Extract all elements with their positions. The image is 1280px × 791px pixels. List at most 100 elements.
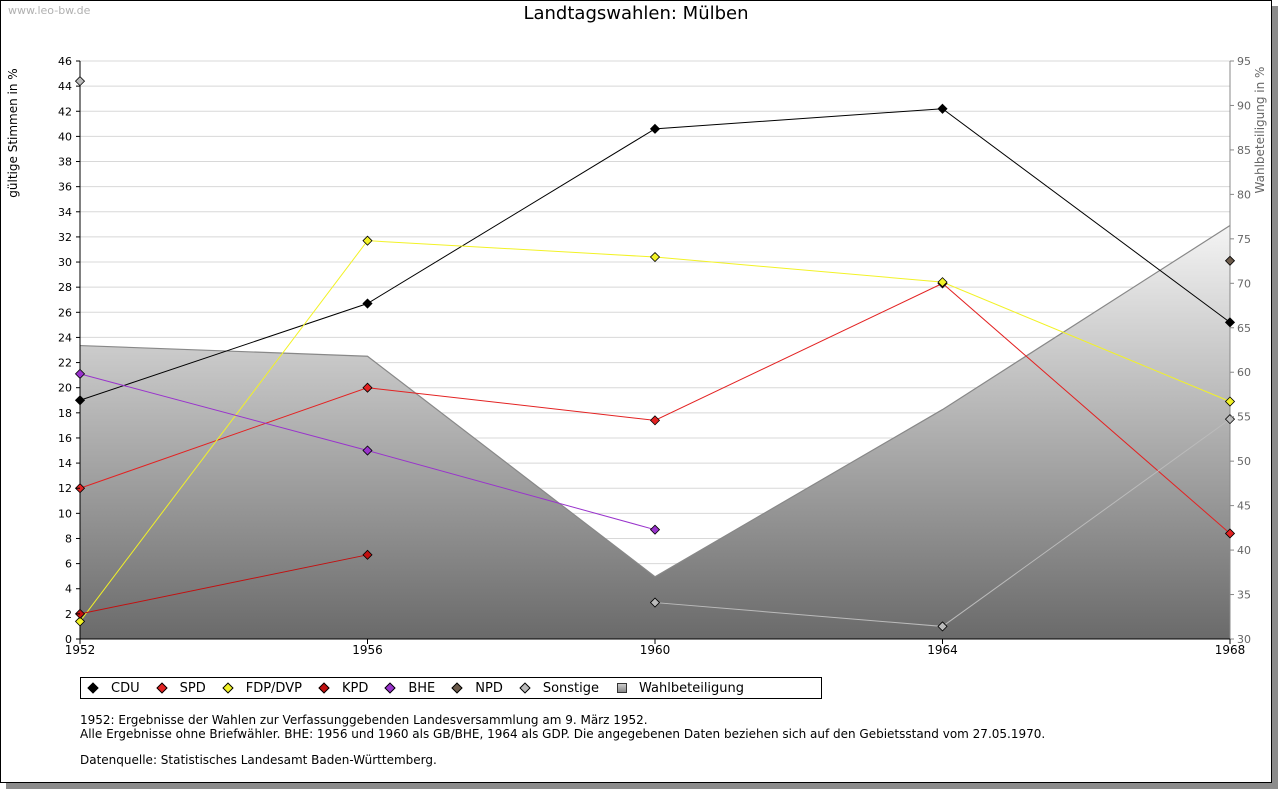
y-tick-label: 16 — [58, 432, 72, 445]
legend-marker — [222, 682, 234, 694]
data-point-fdp-dvp — [74, 616, 86, 627]
y-tick-label: 20 — [58, 382, 72, 395]
data-point-fdp-dvp — [649, 251, 661, 263]
data-point-npd — [1224, 255, 1236, 266]
legend-label: Wahlbeteiligung — [639, 680, 745, 696]
y-tick-label: 34 — [58, 206, 72, 219]
y-tick-label: 38 — [58, 156, 72, 169]
x-tick-label: 1952 — [65, 643, 96, 657]
data-point-sonstige — [74, 76, 86, 87]
footnotes: 1952: Ergebnisse der Wahlen zur Verfassu… — [80, 713, 1045, 741]
data-point-cdu — [649, 123, 661, 134]
x-tick-label: 1964 — [927, 643, 958, 657]
line-chart: 0246810121416182022242628303234363840424… — [6, 55, 1267, 657]
x-tick-label: 1960 — [640, 643, 671, 657]
legend-label: NPD — [475, 680, 503, 696]
y-tick-label: 4 — [65, 583, 72, 596]
y-tick-label: 12 — [58, 482, 72, 495]
chart-title: Landtagswahlen: Mülben — [523, 3, 749, 24]
y-tick-label: 10 — [58, 507, 72, 520]
legend-item: KPD — [318, 680, 369, 696]
legend-marker — [87, 682, 99, 694]
data-point-sonstige — [649, 597, 661, 608]
y2-tick-label: 80 — [1237, 188, 1251, 201]
legend-item: BHE — [384, 680, 436, 696]
legend-item: FDP/DVP — [222, 681, 302, 696]
watermark: www.leo-bw.de — [8, 4, 91, 17]
footnote-line: 1952: Ergebnisse der Wahlen zur Verfassu… — [80, 713, 648, 727]
y2-tick-label: 85 — [1237, 144, 1251, 157]
y2-tick-label: 50 — [1237, 455, 1251, 468]
data-point-kpd — [362, 549, 373, 560]
legend-item: NPD — [451, 680, 503, 696]
y2-tick-label: 70 — [1237, 277, 1251, 290]
legend-label: SPD — [179, 680, 206, 696]
y2-tick-label: 40 — [1237, 544, 1251, 557]
y2-tick-label: 65 — [1237, 322, 1251, 335]
data-point-cdu — [937, 103, 948, 114]
legend-label: Sonstige — [542, 680, 600, 696]
data-point-spd — [1224, 528, 1236, 539]
legend: CDU SPD FDP/DVP KPD BHE NPD Sonstige Wahlbeteil… — [80, 677, 822, 699]
x-tick-label: 1968 — [1215, 643, 1246, 657]
data-point-cdu — [362, 298, 373, 309]
y2-tick-label: 45 — [1237, 500, 1251, 513]
legend-label: CDU — [111, 680, 140, 696]
legend-swatch — [617, 683, 628, 693]
y-tick-label: 6 — [65, 558, 72, 571]
turnout-area — [79, 225, 1231, 639]
legend-marker — [318, 682, 330, 694]
data-source: Datenquelle: Statistisches Landesamt Bad… — [80, 753, 437, 767]
y-tick-label: 46 — [58, 55, 72, 68]
y-tick-label: 18 — [58, 407, 72, 420]
y2-axis-ticks: 30 35 40 45 50 55 60 65 70 75 80 85 90 95 — [1230, 55, 1251, 646]
legend-marker — [451, 682, 463, 694]
frame-shadow-bottom — [6, 783, 1278, 789]
y-tick-label: 42 — [58, 105, 72, 118]
series-line-kpd — [79, 554, 368, 615]
data-point-fdp-dvp — [937, 277, 948, 288]
y2-tick-label: 95 — [1237, 55, 1251, 68]
x-axis-ticks: 1952 1956 1960 1964 1968 — [65, 639, 1246, 657]
y-tick-label: 44 — [58, 80, 72, 93]
data-point-fdp-dvp — [1224, 396, 1236, 407]
y2-tick-label: 60 — [1237, 366, 1251, 379]
legend-marker — [519, 682, 531, 694]
data-point-bhe — [649, 524, 661, 535]
data-point-sonstige — [937, 621, 948, 632]
legend-marker — [155, 682, 168, 694]
y-tick-label: 2 — [65, 608, 72, 621]
y-tick-label: 30 — [58, 256, 72, 269]
legend-item: CDU — [87, 680, 140, 696]
y2-tick-label: 75 — [1237, 233, 1251, 246]
data-point-spd — [649, 415, 661, 426]
turnout-area-line — [79, 225, 1231, 578]
data-point-spd — [362, 382, 373, 393]
y2-tick-label: 30 — [1237, 633, 1251, 646]
y2-axis-label: Wahlbeteiligung in % — [1253, 67, 1267, 194]
data-point-cdu — [1224, 317, 1236, 328]
data-points — [74, 76, 1236, 632]
y-axis-label: gültige Stimmen in % — [6, 68, 20, 197]
y-tick-label: 40 — [58, 130, 72, 143]
legend-label: BHE — [408, 680, 436, 696]
legend-label: KPD — [341, 680, 369, 696]
frame-shadow-right — [1272, 6, 1278, 789]
data-point-cdu — [74, 395, 86, 406]
y-tick-label: 0 — [65, 633, 72, 646]
y-tick-label: 22 — [58, 357, 72, 370]
turnout-area-fill — [80, 225, 1230, 639]
y-tick-label: 26 — [58, 306, 72, 319]
footnote-line: Alle Ergebnisse ohne Briefwähler. BHE: 1… — [80, 727, 1046, 741]
legend-item: Sonstige — [519, 680, 600, 696]
legend-marker — [384, 682, 396, 694]
y-tick-label: 28 — [58, 281, 72, 294]
y-tick-label: 14 — [58, 457, 72, 470]
data-point-fdp-dvp — [362, 235, 373, 246]
y-axis-ticks: 0246810121416182022242628303234363840424… — [58, 55, 80, 646]
y-tick-label: 32 — [58, 231, 72, 244]
y-tick-label: 36 — [58, 181, 72, 194]
data-point-bhe — [74, 368, 86, 379]
y2-tick-label: 35 — [1237, 589, 1251, 602]
y2-tick-label: 90 — [1237, 99, 1251, 112]
